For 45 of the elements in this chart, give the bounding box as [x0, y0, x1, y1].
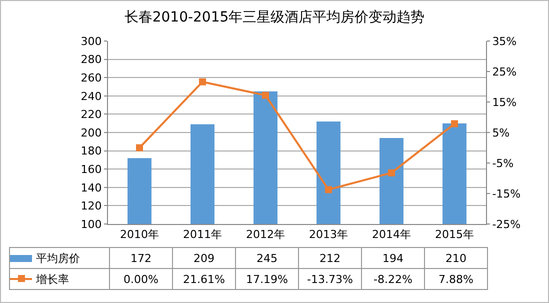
x-tick-label: 2011年	[183, 228, 222, 242]
point	[325, 186, 332, 194]
data-label: 7.88%	[424, 268, 488, 290]
data-label: 172	[110, 248, 172, 268]
y2-tick-label: 25%	[492, 65, 517, 78]
y-tick-label: 180	[80, 144, 102, 158]
y-tick-label: 300	[80, 34, 102, 48]
y-tick-label: 240	[80, 90, 102, 103]
y-tick-label: 200	[80, 126, 102, 140]
y2-tick-label: 35%	[492, 34, 517, 48]
x-tick-label: 2014年	[372, 228, 411, 242]
y2-tick-label: -5%	[492, 156, 514, 170]
data-label: 209	[172, 248, 236, 268]
y-tick-label: 120	[80, 200, 102, 213]
y2-tick-label: -25%	[492, 218, 521, 231]
x-tick-label: 2013年	[309, 228, 348, 242]
legend-label: 平均房价	[36, 252, 80, 264]
x-tick-label: 2012年	[246, 228, 285, 242]
data-label: -13.73%	[298, 268, 362, 290]
legend-label: 增长率	[36, 272, 69, 286]
y-tick-label: 100	[80, 218, 102, 231]
point	[262, 92, 269, 99]
y2-tick-label: 15%	[492, 96, 517, 109]
y2-tick-label: 5%	[492, 126, 510, 140]
data-label: 212	[298, 248, 362, 268]
x-tick-label: 2010年	[120, 228, 159, 242]
point	[199, 78, 206, 86]
y-tick-label: 260	[80, 71, 102, 84]
data-label: 17.19%	[236, 268, 298, 290]
y2-tick-label: -15%	[492, 187, 521, 200]
data-label: 21.61%	[172, 268, 236, 290]
data-label: 194	[362, 248, 424, 268]
point	[388, 169, 395, 176]
data-label: 245	[236, 248, 298, 268]
data-label: -8.22%	[362, 268, 424, 290]
chart-title: 长春2010-2015年三星级酒店平均房价变动趋势	[124, 9, 425, 26]
y-tick-label: 280	[80, 53, 102, 66]
y-tick-label: 140	[80, 181, 102, 194]
y-tick-label: 220	[80, 108, 102, 122]
point	[136, 144, 143, 152]
data-label: 0.00%	[110, 268, 172, 290]
data-label: 210	[424, 248, 488, 268]
point	[451, 120, 458, 128]
y-tick-label: 160	[80, 162, 102, 176]
x-tick-label: 2015年	[435, 228, 474, 242]
